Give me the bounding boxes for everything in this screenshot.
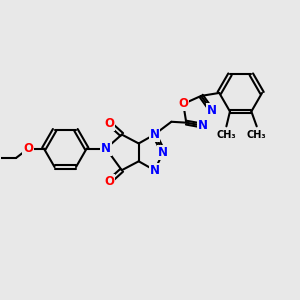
Text: N: N <box>101 142 111 155</box>
Text: CH₃: CH₃ <box>217 130 236 140</box>
Text: N: N <box>149 128 160 141</box>
Text: O: O <box>104 175 114 188</box>
Text: CH₃: CH₃ <box>247 130 266 140</box>
Text: O: O <box>23 142 33 155</box>
Text: N: N <box>149 164 160 177</box>
Text: N: N <box>158 146 168 159</box>
Text: O: O <box>178 98 188 110</box>
Text: N: N <box>198 119 208 132</box>
Text: N: N <box>207 104 217 117</box>
Text: O: O <box>104 117 114 130</box>
